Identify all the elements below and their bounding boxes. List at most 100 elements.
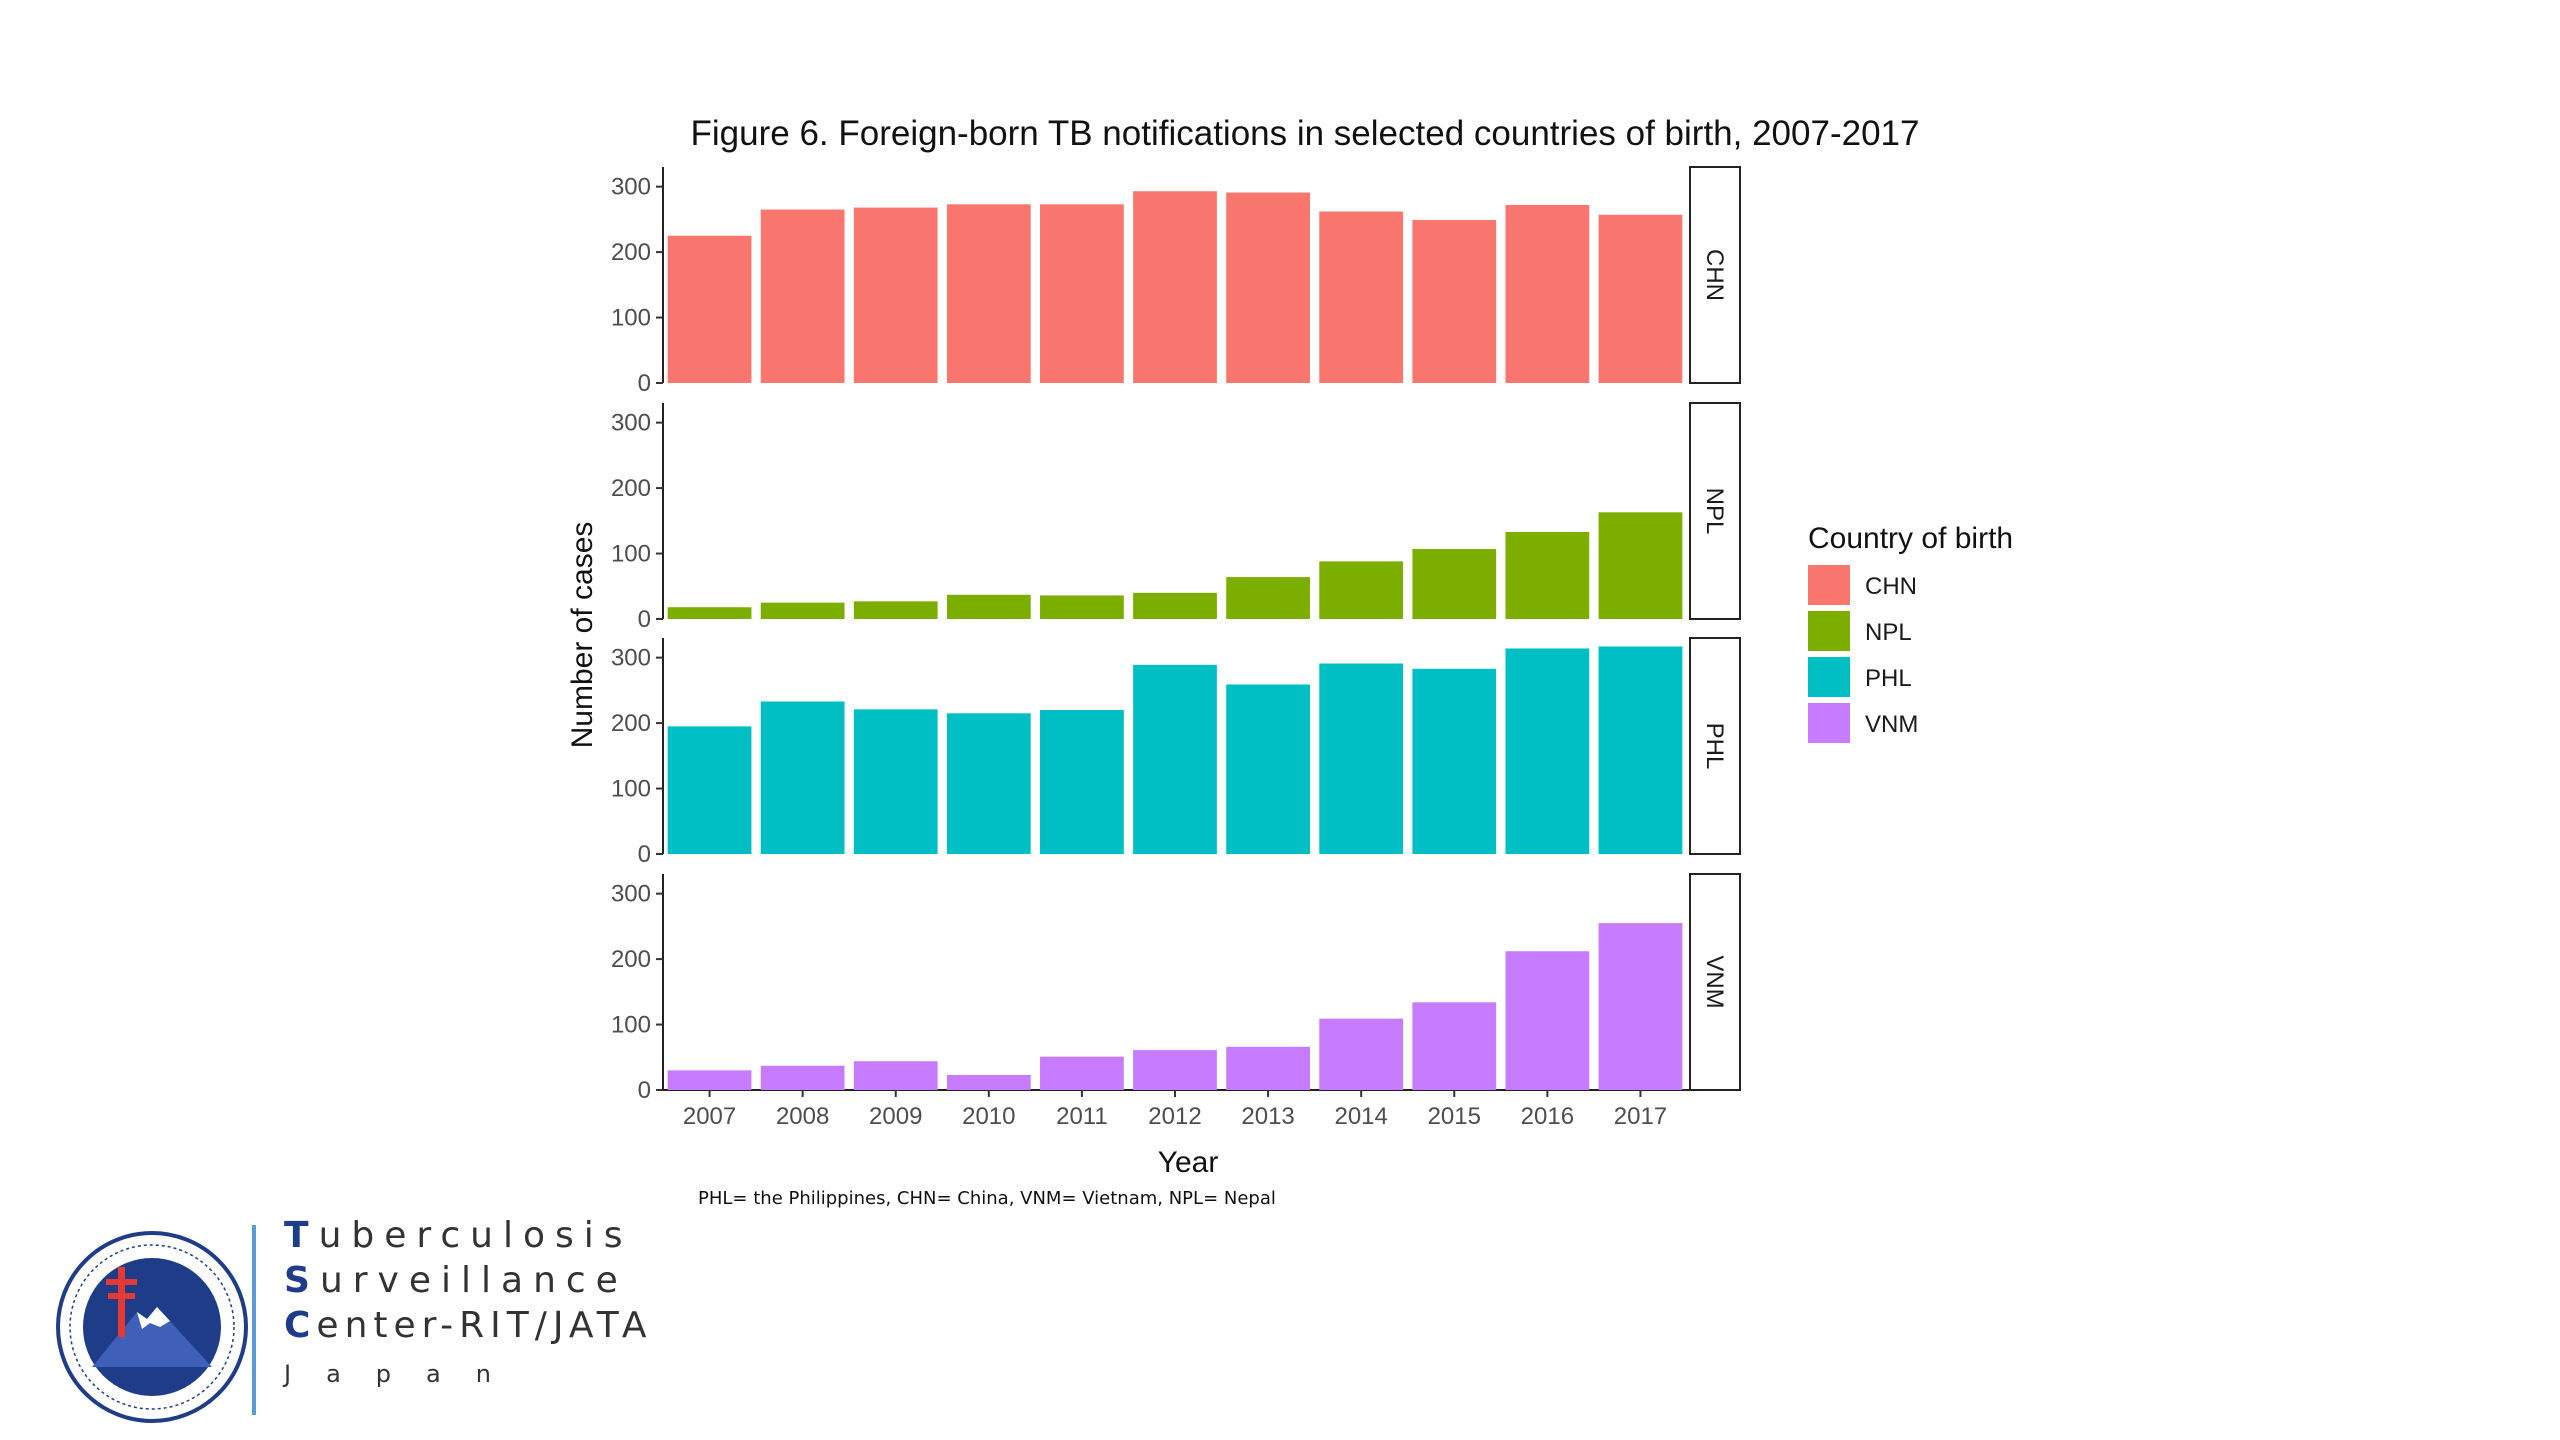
bar-phl-2015 (1412, 668, 1497, 854)
brand-line-tuberculosis: Tuberculosis (284, 1215, 633, 1256)
bar-phl-2010 (946, 713, 1031, 854)
y-tick-label: 300 (611, 645, 651, 672)
bar-vnm-2010 (946, 1074, 1031, 1090)
facet-panels: 0100200300CHN0100200300NPL0100200300PHL0… (611, 166, 1741, 1104)
bar-vnm-2009 (853, 1061, 938, 1090)
y-tick-label: 200 (611, 239, 651, 266)
bar-npl-2011 (1040, 595, 1124, 619)
institute-seal-logo (56, 1231, 248, 1423)
bar-chn-2009 (853, 207, 938, 383)
bar-vnm-2016 (1505, 951, 1590, 1090)
bar-npl-2008 (760, 602, 845, 619)
chart-title: Figure 6. Foreign-born TB notifications … (691, 114, 1920, 153)
panel-chn: 0 100 200 300 CHN (611, 166, 1741, 397)
legend-swatch-chn (1808, 565, 1850, 605)
x-tick-label: 2014 (1334, 1103, 1387, 1130)
y-tick-label: 200 (611, 710, 651, 737)
legend-label-npl: NPL (1865, 619, 1912, 646)
cross-icon (106, 1267, 137, 1337)
y-axis-title: Number of cases (566, 522, 599, 749)
y-tick-label: 0 (638, 1077, 651, 1104)
x-axis-title: Year (1158, 1146, 1219, 1179)
brand-line-japan: Japan (284, 1360, 526, 1388)
bar-npl-2016 (1505, 531, 1590, 619)
bar-phl-2017 (1598, 646, 1683, 854)
y-tick-label: 100 (611, 1012, 651, 1039)
legend-swatch-npl (1808, 611, 1850, 651)
x-tick-label: 2016 (1521, 1103, 1574, 1130)
bar-phl-2013 (1226, 684, 1310, 854)
y-tick-label: 0 (638, 841, 651, 868)
bar-npl-2012 (1133, 592, 1217, 619)
bar-chn-2016 (1505, 204, 1590, 383)
bar-vnm-2015 (1412, 1002, 1497, 1090)
bar-phl-2007 (667, 726, 752, 854)
y-tick-label: 100 (611, 776, 651, 803)
y-tick-label: 100 (611, 305, 651, 332)
y-tick-label: 100 (611, 541, 651, 568)
legend-label-vnm: VNM (1865, 711, 1918, 738)
legend-label-chn: CHN (1865, 573, 1917, 600)
facet-strip-label: PHL (1701, 723, 1728, 770)
bar-phl-2014 (1319, 663, 1404, 854)
legend-swatch-phl (1808, 657, 1850, 697)
bar-chn-2010 (946, 204, 1031, 383)
footnote: PHL= the Philippines, CHN= China, VNM= V… (698, 1188, 1276, 1209)
bar-vnm-2008 (760, 1065, 845, 1090)
y-tick-label: 300 (611, 174, 651, 201)
legend-title: Country of birth (1808, 522, 2013, 555)
bar-npl-2017 (1598, 512, 1683, 619)
bar-chn-2017 (1598, 214, 1683, 383)
x-tick-label: 2009 (869, 1103, 922, 1130)
bar-phl-2009 (853, 709, 938, 854)
bar-npl-2014 (1319, 561, 1404, 619)
bar-npl-2010 (946, 594, 1031, 619)
bar-npl-2007 (667, 607, 752, 619)
bar-npl-2015 (1412, 548, 1497, 619)
x-tick-label: 2007 (683, 1103, 736, 1130)
panel-vnm: 0 100 200 300 VNM (611, 873, 1741, 1104)
facet-strip-label: VNM (1701, 955, 1728, 1008)
bar-vnm-2014 (1319, 1018, 1404, 1090)
bar-npl-2013 (1226, 577, 1310, 619)
facet-strip-phl (1689, 637, 1741, 855)
bar-vnm-2013 (1226, 1046, 1310, 1090)
bar-chn-2011 (1040, 204, 1124, 383)
logo-divider (252, 1225, 256, 1415)
y-tick-label: 0 (638, 606, 651, 633)
bar-npl-2009 (853, 601, 938, 619)
bar-chn-2007 (667, 235, 752, 383)
bar-vnm-2017 (1598, 923, 1683, 1090)
bar-chn-2013 (1226, 192, 1310, 383)
bar-vnm-2007 (667, 1070, 752, 1090)
y-tick-label: 0 (638, 370, 651, 397)
logo-block: Tuberculosis Surveillance Center-RIT/JAT… (52, 1215, 672, 1423)
bar-vnm-2012 (1133, 1050, 1217, 1090)
facet-strip-label: CHN (1701, 249, 1728, 301)
x-tick-label: 2012 (1148, 1103, 1201, 1130)
bar-vnm-2011 (1040, 1056, 1124, 1090)
bar-phl-2011 (1040, 710, 1124, 854)
x-tick-label: 2010 (962, 1103, 1015, 1130)
bar-chn-2012 (1133, 191, 1217, 383)
facet-strip-npl (1689, 402, 1741, 620)
legend-label-phl: PHL (1865, 665, 1912, 692)
brand-line-surveillance: Surveillance (284, 1260, 628, 1301)
bar-chn-2008 (760, 209, 845, 383)
y-tick-label: 300 (611, 881, 651, 908)
legend: Country of birth CHN NPL PHL VNM (1808, 522, 2013, 743)
panel-npl: 0 100 200 300 NPL (611, 402, 1741, 633)
x-tick-label: 2015 (1428, 1103, 1481, 1130)
bar-phl-2016 (1505, 648, 1590, 854)
bar-phl-2012 (1133, 664, 1217, 854)
bar-chn-2014 (1319, 211, 1404, 383)
panel-phl: 0 100 200 300 PHL (611, 637, 1741, 868)
x-tick-label: 2008 (776, 1103, 829, 1130)
brand-line-center: Center-RIT/JATA (284, 1305, 653, 1346)
bar-chn-2015 (1412, 220, 1497, 383)
facet-strip-vnm (1689, 873, 1741, 1091)
y-tick-label: 200 (611, 475, 651, 502)
x-tick-label: 2017 (1614, 1103, 1667, 1130)
x-tick-label: 2013 (1241, 1103, 1294, 1130)
